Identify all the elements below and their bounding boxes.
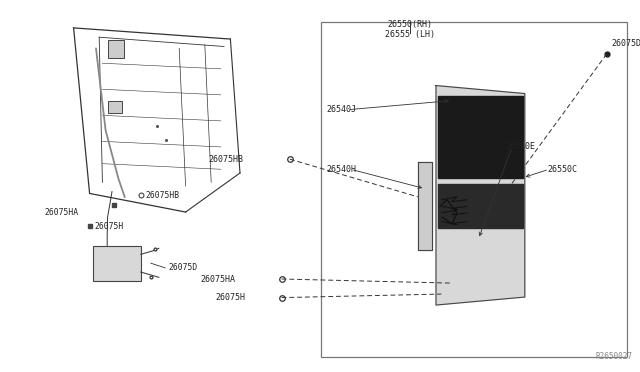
Text: 26075H: 26075H bbox=[215, 293, 245, 302]
Text: 26555 (LH): 26555 (LH) bbox=[385, 30, 435, 39]
Polygon shape bbox=[436, 86, 525, 305]
Text: 26075H: 26075H bbox=[95, 222, 124, 231]
Text: 26075HB: 26075HB bbox=[146, 191, 180, 200]
Text: 26550(RH): 26550(RH) bbox=[387, 20, 432, 29]
Text: R2650027: R2650027 bbox=[595, 352, 632, 361]
Bar bbox=[321, 22, 627, 357]
Bar bbox=[108, 40, 124, 58]
Text: 26075D: 26075D bbox=[611, 39, 640, 48]
Polygon shape bbox=[418, 162, 432, 250]
Text: 26540H: 26540H bbox=[326, 165, 356, 174]
Bar bbox=[93, 246, 141, 281]
Text: 26550C: 26550C bbox=[547, 165, 577, 174]
Text: 26540E: 26540E bbox=[506, 142, 536, 151]
Polygon shape bbox=[438, 184, 523, 228]
Text: 26075D: 26075D bbox=[168, 263, 198, 272]
Text: 26075HA: 26075HA bbox=[200, 275, 236, 283]
Text: 26075HB: 26075HB bbox=[208, 155, 243, 164]
Text: 26075HA: 26075HA bbox=[45, 208, 79, 217]
Text: 26540J: 26540J bbox=[326, 105, 356, 114]
Polygon shape bbox=[438, 96, 523, 178]
Bar bbox=[108, 101, 122, 113]
